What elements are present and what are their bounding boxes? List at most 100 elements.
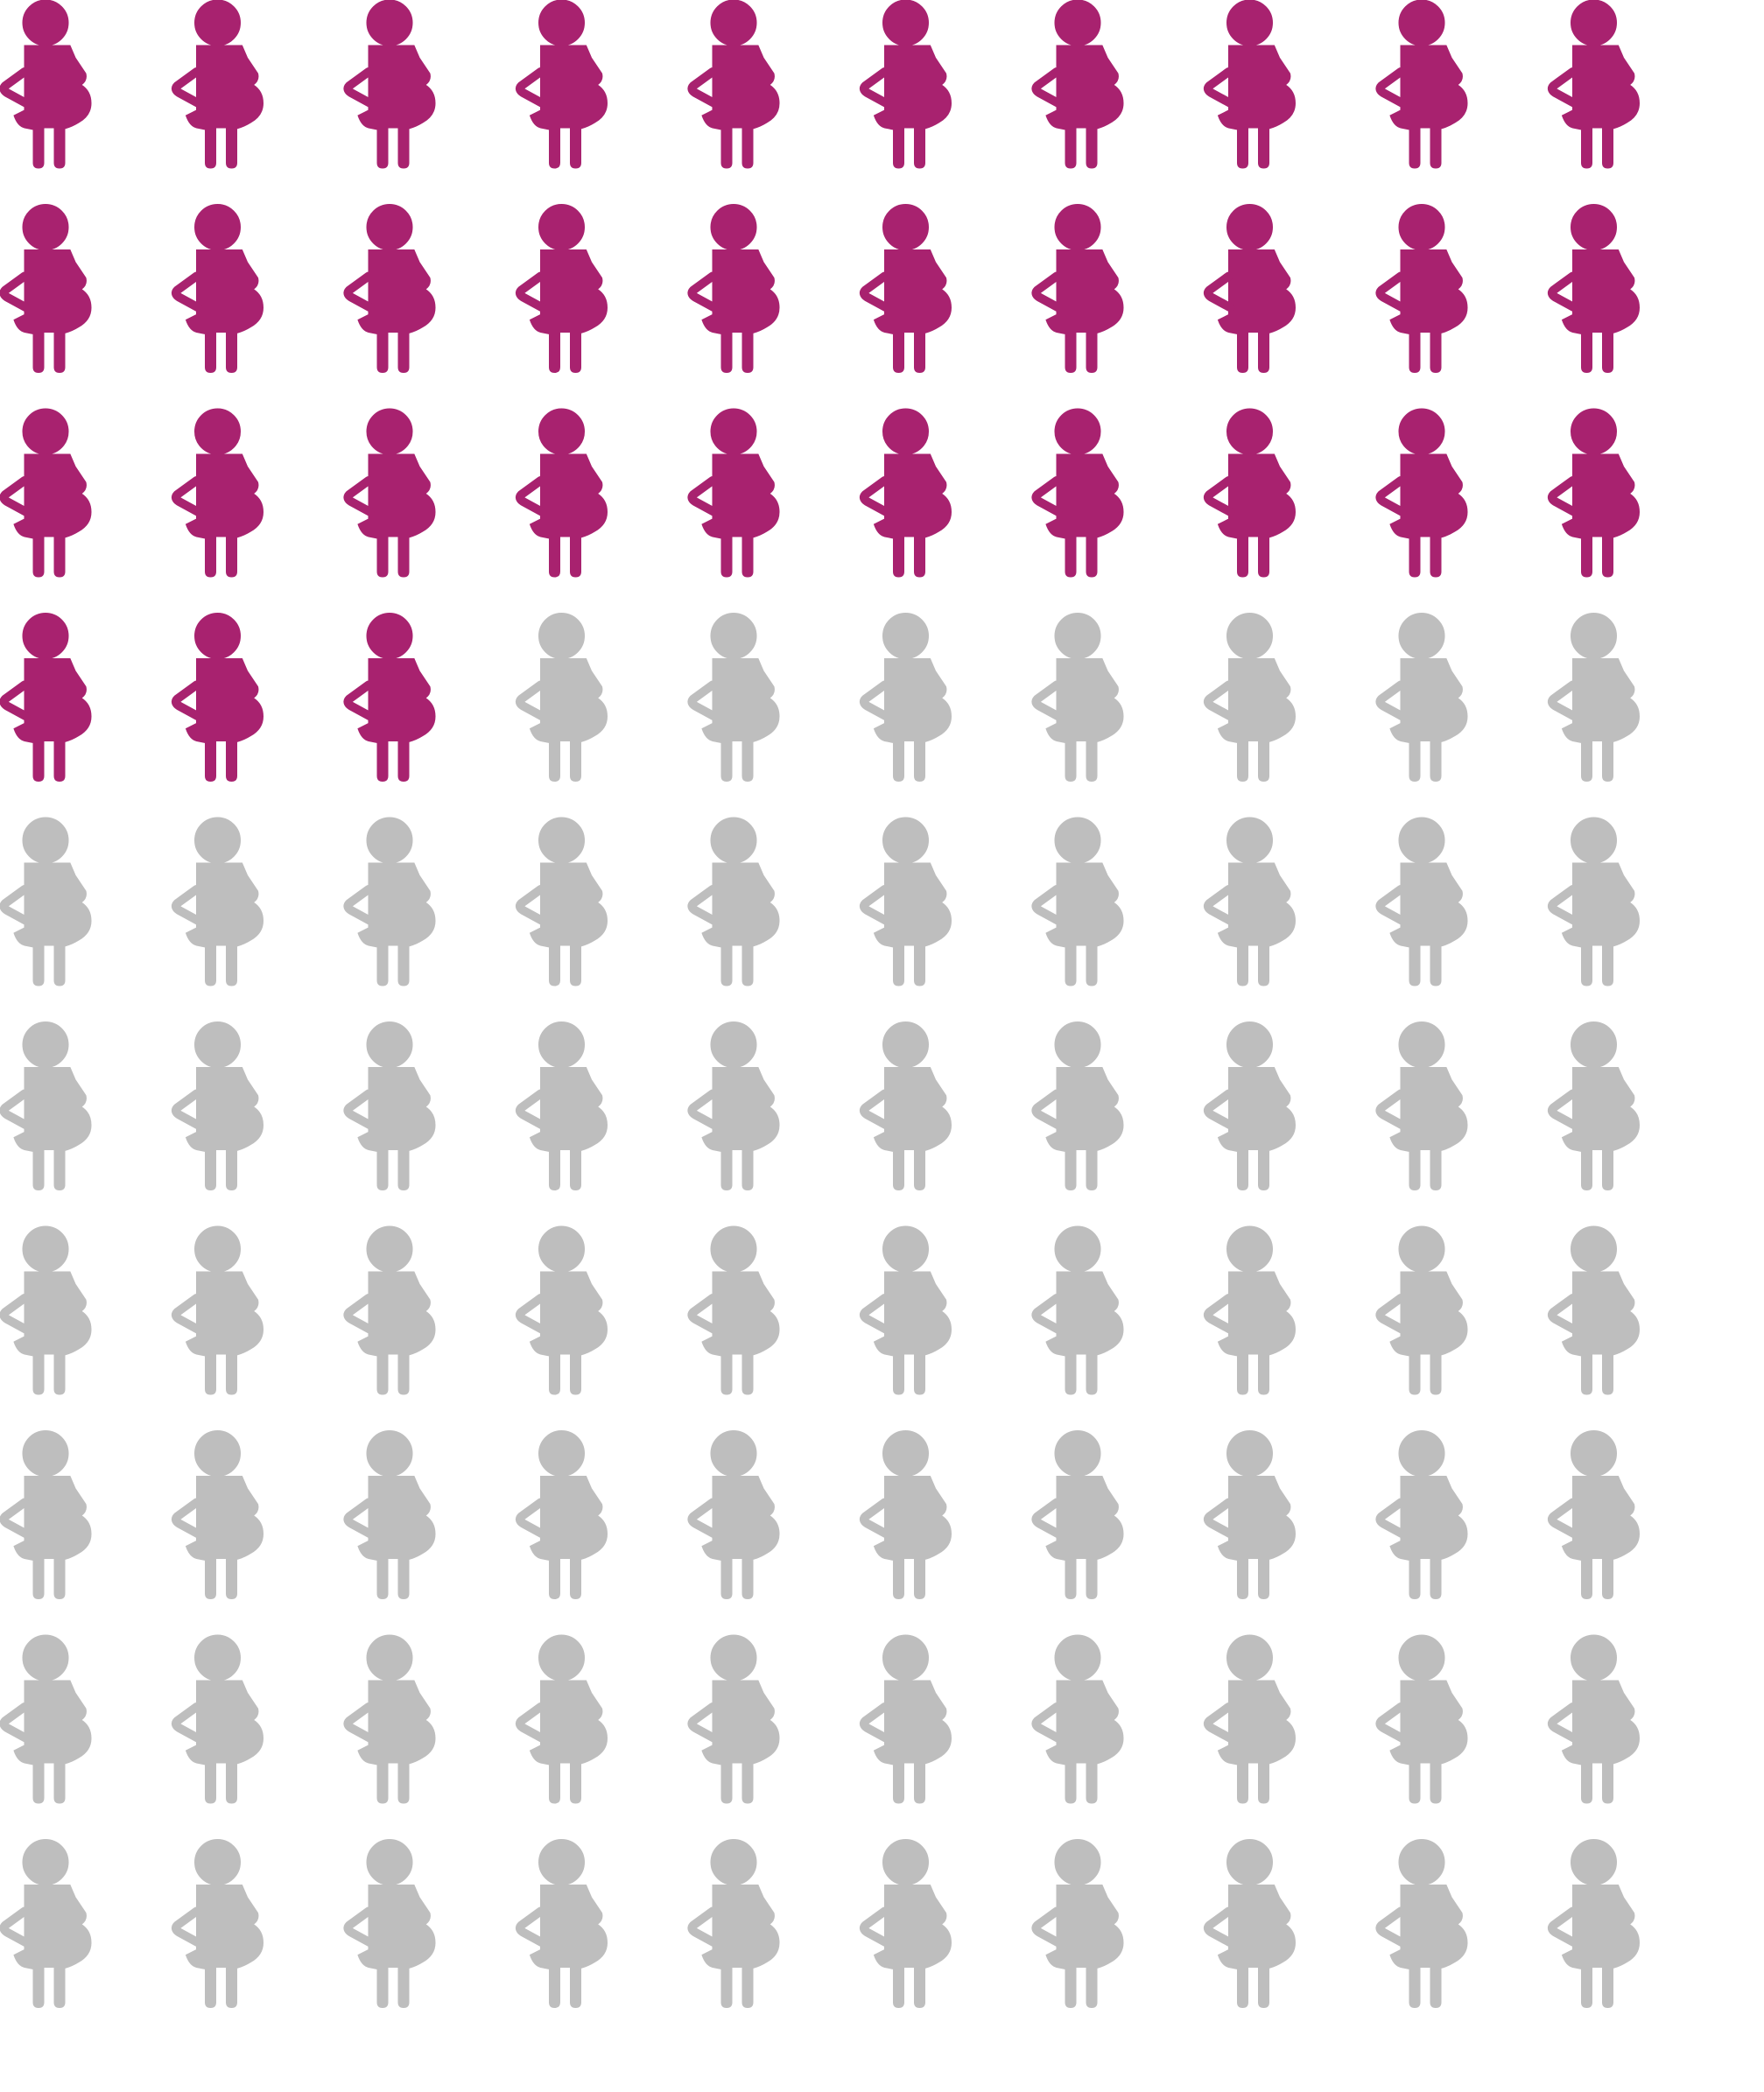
pregnant-woman-icon	[864, 1840, 952, 2008]
pregnant-woman-icon	[1552, 1840, 1640, 2008]
pregnant-woman-icon	[692, 1840, 779, 2008]
pregnant-woman-icon-highlighted	[348, 205, 435, 373]
pregnant-woman-icon	[520, 1431, 608, 1599]
pregnant-woman-icon	[520, 1022, 608, 1190]
pregnant-woman-icon-highlighted	[520, 0, 608, 168]
pregnant-woman-icon	[4, 1022, 91, 1190]
pregnant-woman-icon-highlighted	[692, 0, 779, 168]
pregnant-woman-icon-highlighted	[1380, 205, 1467, 373]
pregnant-woman-icon	[1208, 1022, 1296, 1190]
pregnant-woman-icon-highlighted	[1552, 409, 1640, 577]
pregnant-woman-icon-highlighted	[520, 409, 608, 577]
pregnant-woman-icon-highlighted	[1036, 0, 1123, 168]
pregnant-woman-icon	[864, 1635, 952, 1803]
pregnant-woman-icon	[1380, 818, 1467, 986]
pregnant-woman-icon	[348, 1840, 435, 2008]
pregnant-woman-icon-highlighted	[864, 409, 952, 577]
pregnant-woman-icon	[1208, 614, 1296, 782]
pregnant-woman-icon-highlighted	[1208, 0, 1296, 168]
pregnant-woman-icon	[692, 1226, 779, 1394]
pregnant-woman-icon	[348, 818, 435, 986]
pregnant-woman-icon	[176, 1431, 264, 1599]
pregnant-woman-icon	[176, 1635, 264, 1803]
pregnant-woman-icon	[176, 818, 264, 986]
pregnant-woman-icon	[1380, 1022, 1467, 1190]
pregnant-woman-icon-highlighted	[1036, 409, 1123, 577]
pregnant-woman-icon-highlighted	[4, 205, 91, 373]
pregnant-woman-icon	[692, 614, 779, 782]
pregnant-woman-icon	[176, 1226, 264, 1394]
pregnant-woman-icon-highlighted	[520, 205, 608, 373]
pregnant-woman-icon-highlighted	[1036, 205, 1123, 373]
pregnant-woman-icon	[1552, 1022, 1640, 1190]
pregnant-woman-icon-highlighted	[1208, 409, 1296, 577]
pregnant-woman-icon	[1208, 1635, 1296, 1803]
pregnant-woman-icon-highlighted	[176, 409, 264, 577]
pregnant-woman-icon	[348, 1022, 435, 1190]
pregnant-woman-icon	[1208, 1226, 1296, 1394]
pregnant-woman-icon-highlighted	[4, 614, 91, 782]
pregnant-woman-icon	[1380, 614, 1467, 782]
pregnant-woman-icon	[1036, 1226, 1123, 1394]
pregnant-woman-icon-highlighted	[348, 409, 435, 577]
pregnant-woman-icon-highlighted	[1552, 205, 1640, 373]
pregnant-woman-icon	[520, 1635, 608, 1803]
pregnant-woman-icon	[1380, 1226, 1467, 1394]
pregnant-woman-icon	[692, 818, 779, 986]
pregnant-woman-icon-highlighted	[1552, 0, 1640, 168]
pregnant-woman-icon	[4, 1635, 91, 1803]
pregnant-woman-icon	[4, 818, 91, 986]
pregnant-woman-icon	[520, 818, 608, 986]
pregnant-woman-icon	[1552, 614, 1640, 782]
pregnant-woman-icon	[1380, 1431, 1467, 1599]
pregnant-woman-icon	[1552, 1431, 1640, 1599]
pregnant-woman-icon	[4, 1226, 91, 1394]
pregnant-woman-icon-highlighted	[176, 614, 264, 782]
pregnant-woman-icon	[520, 1840, 608, 2008]
pregnant-woman-icon	[864, 818, 952, 986]
pregnant-woman-icon	[4, 1431, 91, 1599]
pregnant-woman-icon	[1036, 614, 1123, 782]
pregnant-woman-icon	[864, 1226, 952, 1394]
pregnant-woman-icon-highlighted	[1380, 0, 1467, 168]
pregnant-woman-icon	[348, 1431, 435, 1599]
pregnant-woman-icon	[1552, 1226, 1640, 1394]
pregnant-woman-icon	[1036, 1431, 1123, 1599]
pregnant-woman-icon-highlighted	[1380, 409, 1467, 577]
pregnant-woman-icon	[1036, 1022, 1123, 1190]
pregnant-woman-icon	[692, 1431, 779, 1599]
pregnant-woman-icon	[692, 1022, 779, 1190]
pregnant-woman-icon	[1208, 1431, 1296, 1599]
pregnant-woman-icon	[1380, 1840, 1467, 2008]
pregnant-woman-icon	[176, 1840, 264, 2008]
pregnant-woman-icon	[348, 1635, 435, 1803]
pregnant-woman-icon-highlighted	[864, 0, 952, 168]
pregnant-woman-icon-highlighted	[4, 0, 91, 168]
pregnant-woman-icon-highlighted	[176, 205, 264, 373]
pregnant-woman-icon-highlighted	[348, 0, 435, 168]
pregnant-woman-icon-highlighted	[176, 0, 264, 168]
pregnant-woman-icon-highlighted	[4, 409, 91, 577]
pregnant-woman-icon	[1036, 818, 1123, 986]
pregnant-woman-icon	[1036, 1635, 1123, 1803]
pregnant-woman-icon	[4, 1840, 91, 2008]
pregnant-woman-icon	[520, 1226, 608, 1394]
pregnant-woman-icon	[1208, 818, 1296, 986]
pregnant-woman-icon-highlighted	[864, 205, 952, 373]
pregnant-woman-icon-highlighted	[348, 614, 435, 782]
pregnant-woman-icon-highlighted	[1208, 205, 1296, 373]
pregnant-woman-icon	[1552, 818, 1640, 986]
pregnant-woman-icon	[1380, 1635, 1467, 1803]
pregnant-woman-icon-highlighted	[692, 409, 779, 577]
pregnant-woman-icon-highlighted	[692, 205, 779, 373]
pictogram-grid	[4, 0, 1639, 2008]
pregnant-woman-icon	[692, 1635, 779, 1803]
pregnant-woman-icon	[864, 1022, 952, 1190]
pregnant-woman-icon	[864, 1431, 952, 1599]
pregnant-woman-icon	[1036, 1840, 1123, 2008]
pregnant-woman-icon	[1552, 1635, 1640, 1803]
pregnant-woman-icon	[864, 614, 952, 782]
pregnant-woman-icon	[1208, 1840, 1296, 2008]
pregnant-woman-icon	[348, 1226, 435, 1394]
